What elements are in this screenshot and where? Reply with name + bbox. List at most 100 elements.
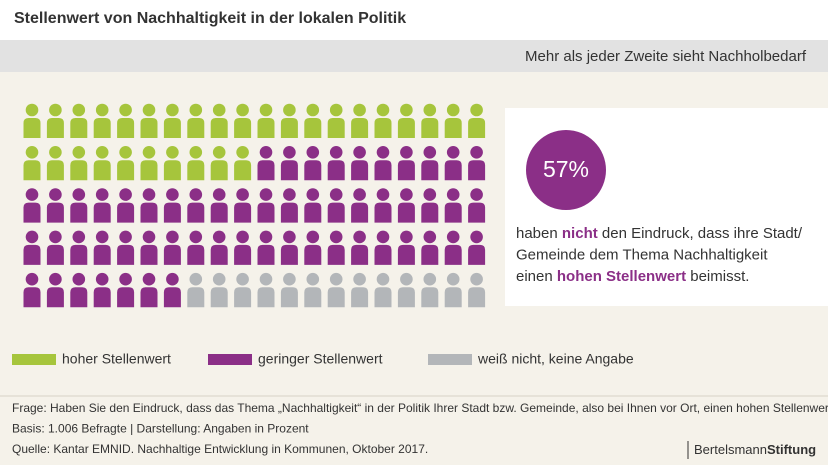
icon-head [259, 146, 273, 159]
icon-head [283, 103, 296, 117]
icon-body [468, 202, 486, 223]
person-icon [23, 146, 41, 181]
icon-head [470, 230, 483, 244]
person-icon [374, 146, 392, 181]
person-icon [444, 188, 462, 223]
icon-body [46, 244, 64, 265]
person-icon [468, 188, 486, 223]
logo-part: Bertelsmann [694, 442, 767, 457]
icon-head [236, 103, 249, 117]
icon-body [280, 202, 298, 223]
person-icon [397, 272, 415, 308]
icon-head [142, 230, 156, 244]
person-icon [304, 272, 322, 308]
icon-body [70, 118, 88, 138]
icon-body [257, 118, 275, 138]
person-icon [46, 230, 64, 265]
icon-body [93, 160, 111, 181]
person-icon [210, 188, 228, 223]
icon-body [93, 244, 111, 265]
icon-head [189, 230, 203, 244]
icon-body [280, 244, 298, 265]
icon-body [46, 160, 64, 181]
legend-swatch [208, 354, 252, 365]
icon-body [140, 287, 158, 308]
icon-head [49, 272, 62, 286]
person-icon [397, 103, 415, 138]
icon-body [421, 244, 439, 265]
icon-head [259, 272, 273, 286]
person-icon [46, 103, 64, 138]
person-icon [93, 230, 111, 265]
icon-head [376, 103, 390, 117]
icon-body [163, 118, 181, 138]
icon-head [95, 230, 109, 244]
icon-head [446, 230, 460, 244]
icon-body [163, 244, 181, 265]
icon-head [212, 272, 226, 286]
person-icon [187, 230, 205, 265]
icon-body [187, 287, 205, 308]
description-part: haben [516, 225, 562, 242]
icon-body [444, 202, 462, 223]
person-icon [304, 230, 322, 265]
highlight-circle [526, 130, 606, 210]
icon-head [400, 188, 413, 201]
icon-head [119, 146, 132, 159]
icon-body [280, 118, 298, 138]
person-icon [257, 188, 275, 223]
icon-body [46, 118, 64, 138]
icon-body [210, 287, 228, 308]
person-icon [444, 272, 462, 308]
icon-head [142, 146, 156, 159]
icon-head [25, 272, 39, 286]
icon-body [117, 244, 135, 265]
icon-body [280, 287, 298, 308]
person-icon [444, 103, 462, 138]
icon-body [257, 287, 275, 308]
icon-head [353, 230, 366, 244]
icon-head [166, 272, 179, 286]
person-icon [117, 230, 135, 265]
icon-head [212, 188, 226, 201]
icon-body [140, 160, 158, 181]
icon-body [187, 118, 205, 138]
person-icon [351, 103, 369, 138]
person-icon [397, 146, 415, 181]
person-icon [70, 230, 88, 265]
person-icon [234, 230, 252, 265]
person-icon [374, 230, 392, 265]
icon-body [70, 160, 88, 181]
icon-body [187, 160, 205, 181]
footnote: Frage: Haben Sie den Eindruck, dass das … [12, 401, 828, 415]
icon-head [25, 103, 39, 117]
icon-head [306, 146, 320, 159]
footnote: Quelle: Kantar EMNID. Nachhaltige Entwic… [12, 442, 428, 456]
icon-head [189, 103, 203, 117]
icon-body [257, 244, 275, 265]
icon-body [374, 244, 392, 265]
icon-body [210, 202, 228, 223]
icon-head [166, 103, 179, 117]
description-line: haben nicht den Eindruck, dass ihre Stad… [516, 225, 803, 242]
icon-head [166, 230, 179, 244]
icon-body [304, 202, 322, 223]
person-icon [234, 272, 252, 308]
icon-head [49, 146, 62, 159]
icon-head [212, 103, 226, 117]
icon-body [468, 160, 486, 181]
icon-head [400, 272, 413, 286]
icon-head [423, 188, 437, 201]
icon-body [23, 202, 41, 223]
icon-body [351, 244, 369, 265]
footnote: Basis: 1.006 Befragte | Darstellung: Ang… [12, 422, 309, 436]
description-line: Gemeinde dem Thema Nachhaltigkeit [516, 246, 768, 263]
icon-head [119, 230, 132, 244]
icon-body [444, 287, 462, 308]
person-icon [23, 103, 41, 138]
person-icon [421, 188, 439, 223]
person-icon [70, 103, 88, 138]
legend-label: weiß nicht, keine Angabe [477, 351, 634, 367]
icon-body [234, 160, 252, 181]
